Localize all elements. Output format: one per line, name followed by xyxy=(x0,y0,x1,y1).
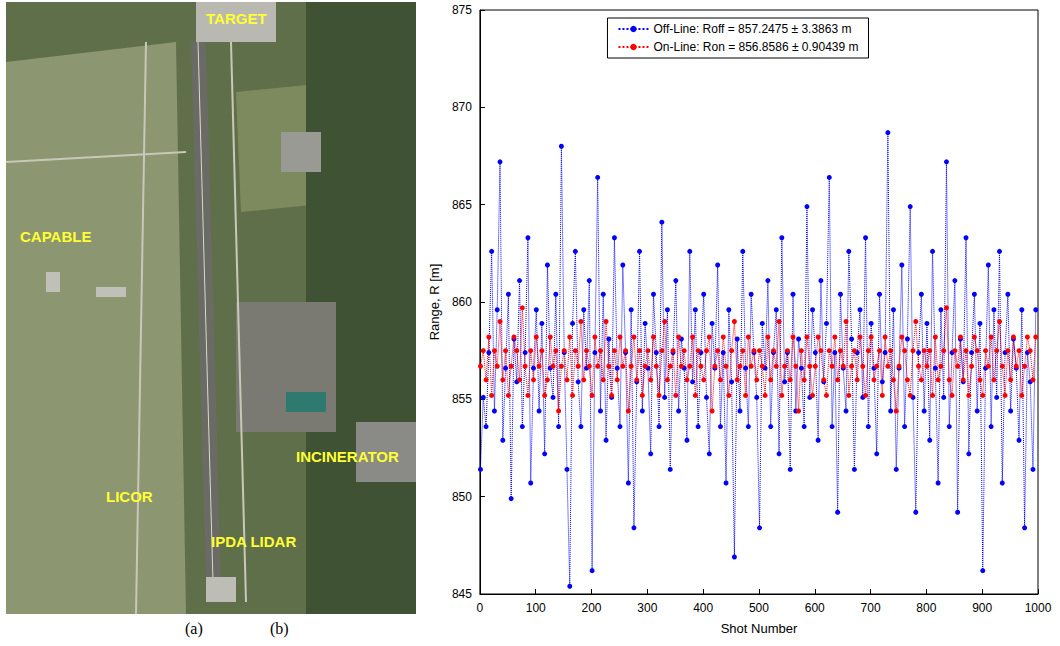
svg-text:Off-Line: Roff = 857.2475 ± 3.: Off-Line: Roff = 857.2475 ± 3.3863 m xyxy=(653,22,851,36)
svg-text:700: 700 xyxy=(861,601,881,615)
svg-text:860: 860 xyxy=(452,295,472,309)
svg-text:Shot Number: Shot Number xyxy=(721,621,798,636)
svg-text:845: 845 xyxy=(452,587,472,601)
svg-text:900: 900 xyxy=(972,601,992,615)
html-text:(b): (b) xyxy=(270,620,289,637)
svg-text:200: 200 xyxy=(582,601,602,615)
svg-text:CAPABLE: CAPABLE xyxy=(20,228,91,245)
svg-text:800: 800 xyxy=(916,601,936,615)
svg-text:400: 400 xyxy=(693,601,713,615)
svg-text:875: 875 xyxy=(452,3,472,17)
svg-text:On-Line: Ron = 856.8586 ± 0.90: On-Line: Ron = 856.8586 ± 0.90439 m xyxy=(653,40,858,54)
svg-text:INCINERATOR: INCINERATOR xyxy=(296,448,399,465)
html-text:(a): (a) xyxy=(185,620,203,637)
svg-text:100: 100 xyxy=(526,601,546,615)
svg-text:Range, R [m]: Range, R [m] xyxy=(427,264,442,341)
svg-text:850: 850 xyxy=(452,490,472,504)
svg-text:LICOR: LICOR xyxy=(106,488,153,505)
svg-text:870: 870 xyxy=(452,100,472,114)
svg-text:IPDA LIDAR: IPDA LIDAR xyxy=(211,533,296,550)
svg-text:865: 865 xyxy=(452,198,472,212)
svg-text:0: 0 xyxy=(477,601,484,615)
svg-text:1000: 1000 xyxy=(1025,601,1052,615)
svg-text:600: 600 xyxy=(805,601,825,615)
svg-text:300: 300 xyxy=(637,601,657,615)
svg-text:855: 855 xyxy=(452,392,472,406)
svg-text:500: 500 xyxy=(749,601,769,615)
svg-text:TARGET: TARGET xyxy=(206,10,267,27)
